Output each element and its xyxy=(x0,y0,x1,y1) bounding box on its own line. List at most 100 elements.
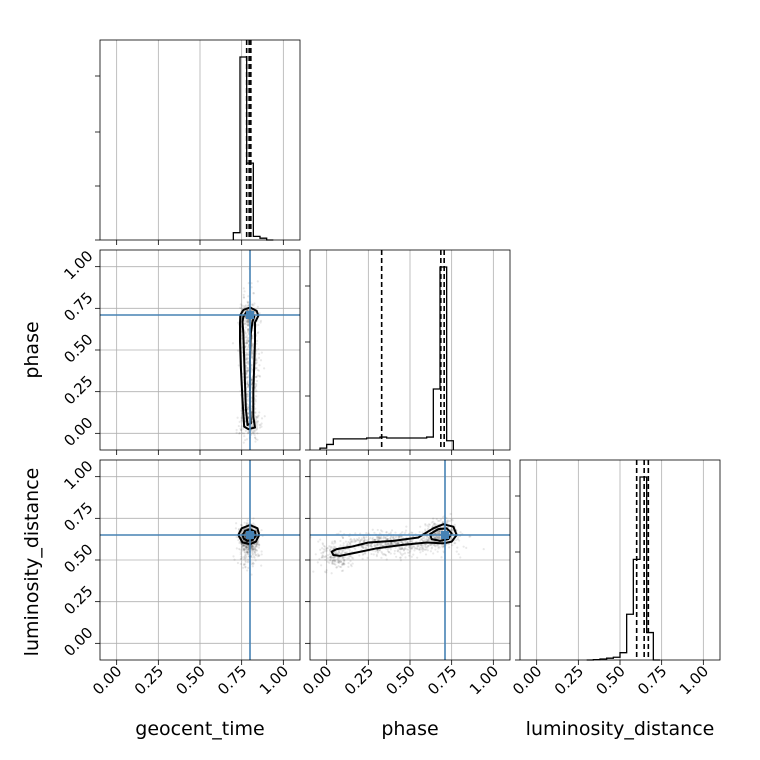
sample-point xyxy=(243,555,246,558)
sample-point xyxy=(434,537,437,540)
sample-point xyxy=(257,546,260,549)
sample-point xyxy=(376,537,379,541)
sample-point xyxy=(420,548,424,551)
sample-point xyxy=(253,543,256,546)
sample-point xyxy=(254,411,257,414)
truth-marker xyxy=(246,531,254,539)
sample-point xyxy=(252,543,256,546)
sample-point xyxy=(330,572,333,575)
sample-point xyxy=(243,544,246,547)
sample-point xyxy=(312,570,315,573)
x-tick-label: 1.00 xyxy=(676,662,712,698)
sample-point xyxy=(451,529,454,532)
sample-point xyxy=(245,358,248,361)
sample-point xyxy=(255,361,258,364)
sample-point xyxy=(246,334,249,337)
sample-point xyxy=(399,548,402,551)
sample-point xyxy=(252,432,255,435)
sample-point xyxy=(263,415,266,418)
sample-point xyxy=(381,544,384,547)
sample-point xyxy=(251,544,255,548)
sample-point xyxy=(245,548,249,551)
sample-point xyxy=(371,537,374,541)
sample-point xyxy=(325,549,328,552)
sample-point xyxy=(244,336,247,339)
sample-point xyxy=(247,328,250,331)
sample-point xyxy=(240,425,243,428)
sample-point xyxy=(394,542,397,546)
sample-point xyxy=(438,535,441,538)
sample-point xyxy=(254,548,257,551)
sample-point xyxy=(324,555,327,558)
sample-point xyxy=(246,356,249,360)
sample-point xyxy=(358,554,361,557)
y-tick-label: 0.50 xyxy=(60,540,96,576)
sample-point xyxy=(449,538,452,541)
sample-point xyxy=(239,303,242,306)
sample-point xyxy=(331,559,334,563)
sample-point xyxy=(362,552,365,556)
sample-point xyxy=(442,521,445,524)
sample-point xyxy=(420,546,423,549)
sample-point xyxy=(418,540,421,543)
sample-point xyxy=(255,549,259,552)
sample-point xyxy=(389,531,393,534)
sample-point xyxy=(254,415,257,418)
sample-point xyxy=(321,543,325,546)
sample-point xyxy=(244,559,247,562)
sample-point xyxy=(422,548,426,551)
sample-point xyxy=(242,549,246,552)
sample-point xyxy=(450,527,454,530)
sample-point xyxy=(253,546,256,549)
sample-point xyxy=(434,537,437,540)
sample-point xyxy=(356,539,359,542)
sample-point xyxy=(342,544,345,547)
sample-point xyxy=(332,556,335,559)
x-tick-label: 0.50 xyxy=(592,662,628,698)
sample-point xyxy=(457,553,460,556)
sample-point xyxy=(391,536,395,539)
sample-point xyxy=(400,547,404,550)
sample-point xyxy=(382,537,385,540)
sample-point xyxy=(251,351,255,354)
sample-point xyxy=(435,536,438,540)
sample-point xyxy=(244,532,247,535)
sample-point xyxy=(256,555,259,558)
sample-point xyxy=(439,530,442,533)
sample-point xyxy=(426,546,429,549)
sample-point xyxy=(433,532,436,535)
sample-point xyxy=(258,543,261,546)
sample-point xyxy=(254,417,258,420)
y-tick-label: 0.00 xyxy=(60,624,96,660)
sample-point xyxy=(252,562,255,565)
sample-point xyxy=(244,364,248,367)
sample-point xyxy=(246,399,249,402)
sample-point xyxy=(246,379,249,382)
sample-point xyxy=(406,541,409,544)
sample-point xyxy=(435,531,438,534)
sample-point xyxy=(432,543,436,547)
sample-point xyxy=(362,544,365,547)
sample-point xyxy=(258,312,261,315)
sample-point xyxy=(424,522,427,526)
sample-point xyxy=(246,551,249,554)
sample-point xyxy=(246,348,249,351)
sample-point xyxy=(349,563,353,566)
sample-point xyxy=(349,537,352,540)
sample-point xyxy=(235,535,238,539)
sample-point xyxy=(436,531,440,535)
sample-point xyxy=(459,531,462,534)
sample-point xyxy=(250,286,253,289)
sample-point xyxy=(245,341,248,344)
sample-point xyxy=(342,557,345,560)
panel-grid xyxy=(116,40,284,240)
sample-point xyxy=(244,547,247,550)
sample-point xyxy=(456,537,459,541)
sample-point xyxy=(246,331,249,334)
sample-point xyxy=(237,528,241,531)
sample-point xyxy=(245,366,248,369)
sample-point xyxy=(408,554,411,557)
sample-point xyxy=(337,551,340,554)
sample-point xyxy=(385,531,388,534)
sample-point xyxy=(241,566,245,569)
